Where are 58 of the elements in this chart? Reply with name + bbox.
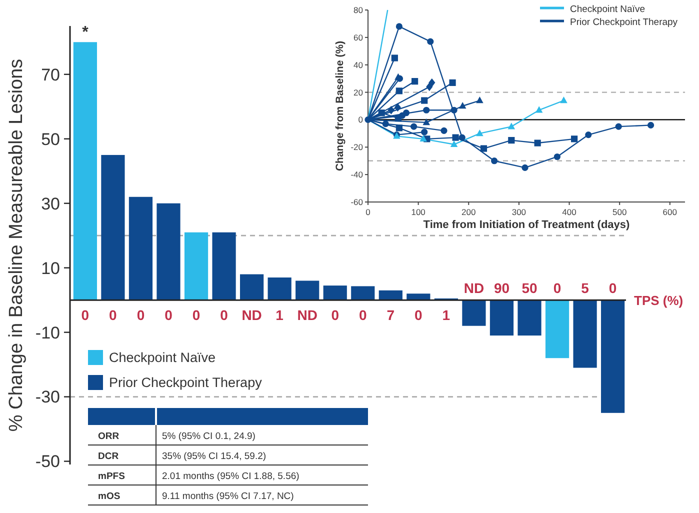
legend-label: Checkpoint Naïve bbox=[109, 350, 216, 365]
text: 2.01 months (95% CI 1.88, 5.56) bbox=[162, 471, 300, 482]
x-tick-label: 7 bbox=[386, 307, 395, 324]
y-tick-label: 60 bbox=[354, 32, 364, 42]
y-tick-label: -60 bbox=[350, 196, 364, 207]
x-tick-label: 1 bbox=[276, 307, 284, 324]
x-axis-title: Time from Initiation of Treatment (days) bbox=[423, 219, 630, 231]
y-tick-label: -20 bbox=[350, 142, 364, 152]
x-tick-label: 0 bbox=[331, 307, 340, 324]
x-tick-label: 0 bbox=[608, 280, 617, 296]
x-tick-label: 0 bbox=[164, 307, 173, 324]
y-tick-label: -40 bbox=[350, 170, 364, 180]
x-tick-label: 0 bbox=[192, 307, 200, 324]
annotation: DCR bbox=[98, 451, 119, 462]
x-tick-label: 0 bbox=[366, 207, 371, 217]
y-tick-label: 10 bbox=[41, 258, 60, 278]
x-tick-label: 0 bbox=[109, 307, 118, 324]
legend-label: Prior Checkpoint Therapy bbox=[109, 375, 262, 390]
x-tick-label: 0 bbox=[414, 307, 423, 324]
text: 9.11 months (95% CI 7.17, NC) bbox=[162, 491, 294, 502]
x-tick-label: 5 bbox=[581, 280, 590, 296]
x-tick-label: 100 bbox=[411, 207, 426, 217]
x-tick-label: 1 bbox=[442, 307, 450, 324]
y-tick-label: -30 bbox=[35, 388, 60, 407]
y-tick-label: 70 bbox=[41, 65, 60, 84]
annotation: 5% (95% CI 0.1, 24.9) bbox=[162, 431, 256, 442]
x-tick-label: 300 bbox=[512, 207, 526, 217]
y-tick-label: 80 bbox=[354, 4, 364, 15]
x-tick-label: 200 bbox=[462, 207, 476, 217]
x-tick-label: 0 bbox=[220, 307, 228, 324]
x-tick-label: 0 bbox=[81, 307, 90, 324]
x-tick-label: 0 bbox=[136, 307, 145, 324]
x-tick-label: 0 bbox=[553, 280, 562, 296]
text: TPS (%) bbox=[634, 293, 684, 308]
annotation: * bbox=[82, 24, 90, 42]
x-tick-label: 400 bbox=[562, 207, 577, 217]
annotation: ORR bbox=[98, 431, 120, 442]
x-tick-label: ND bbox=[242, 307, 262, 324]
x-tick-label: 500 bbox=[612, 207, 627, 217]
text: mPFS bbox=[98, 471, 125, 482]
y-tick-label: 0 bbox=[358, 114, 364, 125]
text: mOS bbox=[98, 491, 120, 502]
x-tick-label: ND bbox=[297, 307, 318, 324]
y-tick-label: 30 bbox=[41, 194, 60, 214]
y-axis-title: % Change in Baseline Measureable Lesions bbox=[6, 58, 27, 432]
x-tick-label: 600 bbox=[662, 207, 678, 217]
x-tick-label: ND bbox=[464, 280, 484, 296]
legend-label: Prior Checkpoint Therapy bbox=[570, 17, 678, 28]
y-axis-title: Change from Baseline (%) bbox=[334, 40, 346, 172]
annotation: 35% (95% CI 15.4, 59.2) bbox=[162, 451, 266, 462]
y-tick-label: -10 bbox=[35, 323, 60, 342]
legend-label: Checkpoint Naïve bbox=[570, 4, 645, 15]
x-tick-label: 50 bbox=[522, 280, 538, 296]
x-tick-label: 90 bbox=[494, 280, 510, 296]
y-tick-label: 50 bbox=[41, 130, 60, 149]
y-tick-label: -50 bbox=[35, 452, 60, 472]
y-tick-label: 20 bbox=[354, 87, 364, 98]
y-tick-label: 40 bbox=[354, 60, 364, 70]
